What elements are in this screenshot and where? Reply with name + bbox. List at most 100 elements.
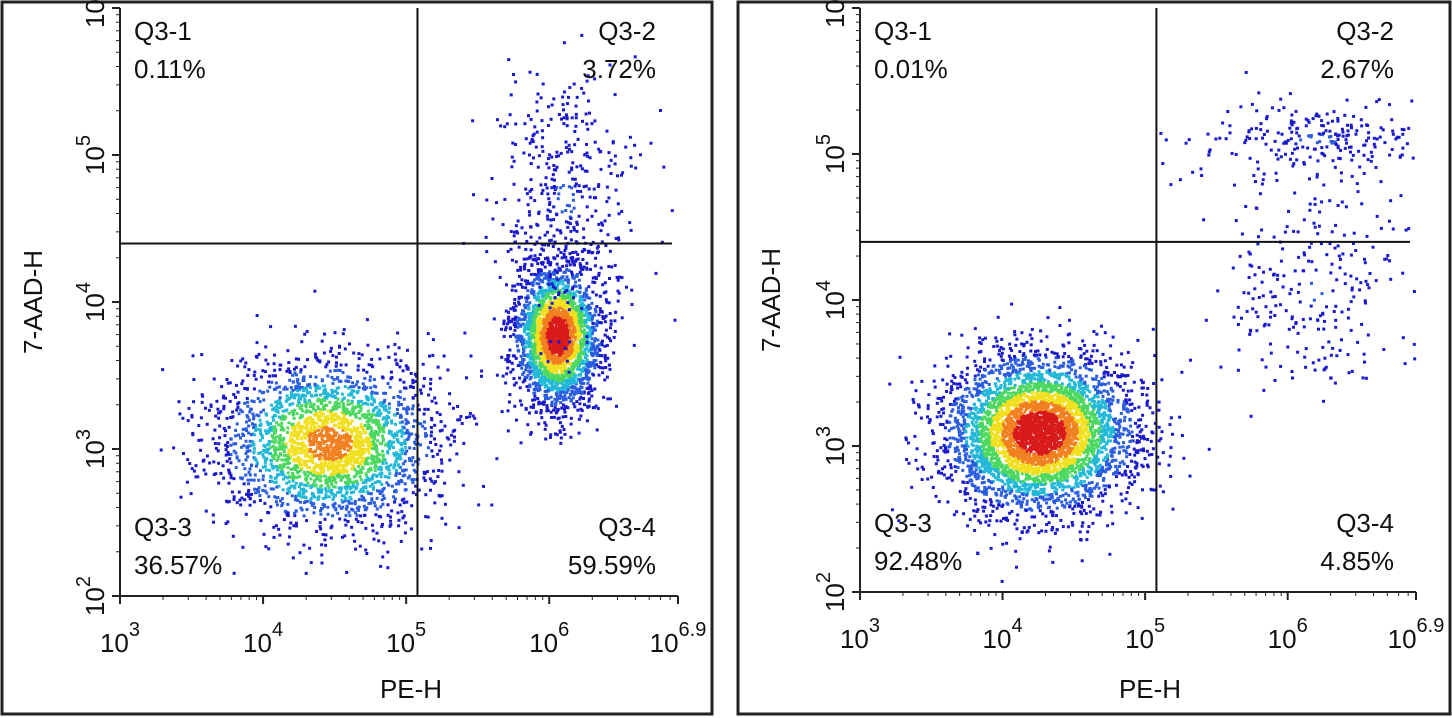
data-point	[571, 276, 575, 280]
data-point	[526, 374, 530, 378]
data-point	[327, 489, 331, 493]
data-point	[385, 466, 389, 470]
data-point	[366, 396, 370, 399]
data-point	[324, 430, 328, 434]
data-point	[364, 401, 367, 405]
data-point	[246, 478, 250, 482]
data-point	[280, 439, 284, 442]
data-point	[523, 375, 527, 379]
data-point	[266, 389, 270, 393]
data-point	[423, 427, 427, 431]
data-point	[583, 348, 587, 352]
data-point	[404, 488, 408, 492]
data-point	[309, 486, 313, 489]
data-point	[546, 377, 550, 380]
data-point	[328, 400, 332, 404]
data-point	[396, 412, 399, 415]
data-point	[594, 309, 598, 313]
data-point	[278, 406, 282, 410]
data-point	[546, 259, 550, 263]
data-point	[312, 402, 316, 406]
data-point	[547, 327, 551, 331]
data-point	[350, 467, 354, 471]
data-point	[261, 488, 265, 492]
data-point	[344, 462, 348, 466]
data-point	[581, 362, 585, 365]
data-point	[598, 343, 602, 346]
data-point	[234, 466, 238, 470]
data-point	[402, 397, 406, 401]
data-point	[550, 344, 554, 348]
data-point	[414, 374, 418, 378]
data-point	[524, 286, 528, 290]
data-point	[575, 361, 579, 365]
data-point	[273, 481, 277, 484]
data-point	[341, 428, 345, 432]
data-point	[239, 476, 243, 480]
data-point	[574, 294, 578, 298]
data-point	[548, 355, 552, 359]
data-point	[353, 511, 357, 515]
data-point	[296, 494, 300, 498]
data-point	[324, 365, 328, 369]
data-point	[352, 484, 356, 488]
data-point	[586, 296, 590, 300]
data-point	[332, 378, 336, 381]
data-point	[341, 443, 345, 447]
data-point	[554, 411, 558, 415]
data-point	[526, 279, 530, 283]
data-point	[526, 423, 530, 427]
data-point	[561, 352, 565, 356]
data-point	[537, 422, 541, 426]
data-point	[375, 391, 379, 395]
data-point	[373, 481, 377, 485]
data-point	[265, 447, 269, 451]
data-point	[461, 483, 465, 487]
data-point	[569, 416, 573, 420]
data-point	[528, 366, 532, 370]
data-point	[323, 395, 327, 399]
data-point	[545, 373, 549, 377]
data-point	[401, 425, 405, 429]
data-point	[201, 394, 205, 398]
data-point	[545, 342, 549, 346]
data-point	[457, 526, 461, 530]
data-point	[350, 419, 354, 423]
data-point	[376, 433, 380, 437]
data-point	[381, 434, 384, 438]
data-point	[293, 408, 297, 412]
data-point	[432, 469, 435, 473]
data-point	[534, 311, 538, 315]
data-point	[352, 441, 356, 445]
data-point	[590, 347, 594, 351]
data-point	[357, 446, 361, 450]
data-point	[549, 395, 553, 399]
left-dot-plot-panel: 103104105106106.9102103104105106PE-H7-AA…	[0, 0, 714, 716]
data-point	[554, 317, 558, 321]
data-point	[323, 332, 326, 336]
data-point	[240, 476, 244, 480]
data-point	[512, 333, 516, 337]
data-point	[350, 391, 354, 395]
data-point	[533, 346, 537, 350]
data-point	[240, 445, 244, 449]
data-point	[550, 373, 554, 377]
data-point	[337, 436, 341, 440]
data-point	[268, 452, 272, 456]
data-point	[532, 354, 536, 358]
data-point	[381, 417, 385, 421]
data-point	[318, 457, 322, 460]
data-point	[285, 387, 289, 391]
data-point	[524, 279, 527, 283]
data-point	[407, 431, 410, 435]
data-point	[178, 412, 182, 416]
data-point	[286, 349, 290, 353]
data-point	[582, 377, 585, 380]
data-point	[544, 303, 548, 307]
data-point	[394, 488, 398, 492]
data-point	[569, 393, 573, 397]
data-point	[548, 311, 552, 315]
data-point	[547, 304, 551, 308]
data-point	[339, 464, 343, 468]
data-point	[570, 304, 574, 308]
